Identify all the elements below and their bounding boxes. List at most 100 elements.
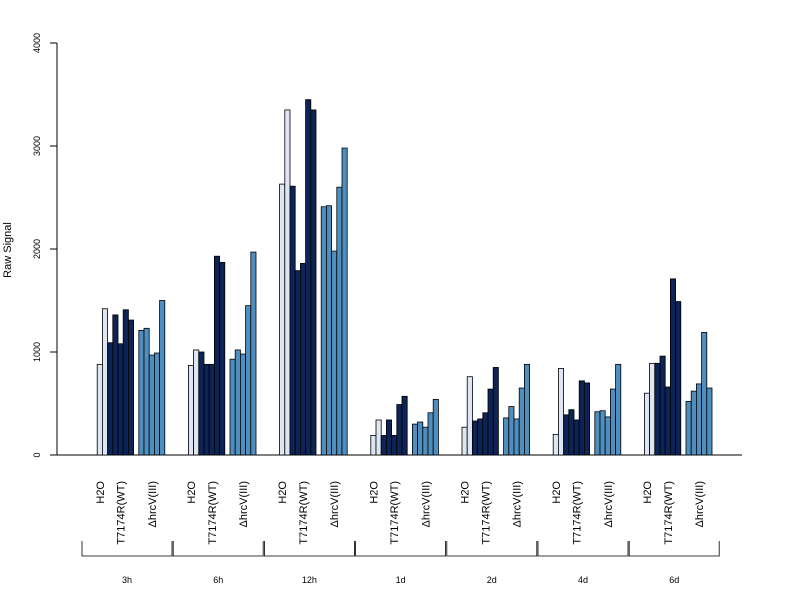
bar (690, 390, 697, 456)
bar (492, 367, 499, 456)
bar (198, 351, 205, 456)
bar (482, 412, 489, 456)
bar (112, 314, 119, 456)
bar (153, 352, 160, 456)
bar (518, 387, 525, 456)
bar (341, 147, 348, 456)
bar (143, 327, 150, 456)
condition-label: H2O (277, 481, 289, 504)
bar (615, 363, 622, 456)
time-group-bracket (537, 541, 629, 557)
bar (310, 109, 317, 456)
bar (250, 251, 257, 456)
condition-label: ΔhrcV(III) (329, 481, 341, 527)
bar (203, 363, 210, 456)
condition-label: T7174R(WT) (298, 481, 310, 545)
bar (193, 349, 200, 456)
bar (563, 414, 570, 456)
bar (701, 332, 708, 456)
time-group-bracket (355, 541, 446, 557)
time-group-label: 3h (122, 575, 132, 585)
bar (524, 363, 531, 456)
bar (573, 419, 580, 456)
y-tick-label: 1000 (32, 342, 42, 362)
bar (245, 305, 252, 456)
bar (552, 433, 559, 456)
bar (487, 388, 494, 456)
y-tick-label: 4000 (32, 33, 42, 53)
condition-label: ΔhrcV(III) (512, 481, 524, 527)
bar (508, 406, 515, 456)
bar (604, 416, 611, 456)
bar (513, 418, 520, 456)
bar (670, 278, 677, 456)
condition-label: H2O (368, 481, 380, 504)
bar (706, 387, 713, 456)
bar (558, 368, 565, 456)
bar (685, 401, 692, 456)
bar (96, 363, 103, 456)
time-group-label: 1d (396, 575, 406, 585)
bar (370, 435, 377, 456)
bar (696, 383, 703, 456)
condition-label: H2O (95, 481, 107, 504)
condition-label: ΔhrcV(III) (420, 481, 432, 527)
condition-label: T7174R(WT) (207, 481, 219, 545)
bar (578, 380, 585, 456)
bar (411, 423, 418, 456)
condition-label: T7174R(WT) (663, 481, 675, 545)
bar (664, 386, 671, 456)
y-tick-label: 2000 (32, 239, 42, 259)
bar (503, 417, 510, 456)
bar (320, 206, 327, 456)
bar (644, 392, 651, 456)
bar (466, 376, 473, 456)
bar (229, 358, 236, 456)
condition-label: H2O (186, 481, 198, 504)
bar (208, 363, 215, 456)
time-group-label: 4d (578, 575, 588, 585)
condition-label: T7174R(WT) (389, 481, 401, 545)
bar (584, 382, 591, 456)
time-group-label: 2d (487, 575, 497, 585)
bar (461, 426, 468, 456)
bar (336, 186, 343, 456)
y-axis-label: Raw Signal (2, 222, 14, 278)
time-group-bracket (446, 541, 538, 557)
bar (432, 398, 439, 456)
condition-label: H2O (642, 481, 654, 504)
bar (422, 426, 429, 456)
bar (594, 411, 601, 456)
bar (305, 99, 312, 456)
time-group-bracket (628, 541, 720, 557)
bar (401, 395, 408, 456)
bar (568, 409, 575, 456)
bar (239, 353, 246, 456)
bar (138, 329, 145, 456)
time-group-bracket (81, 541, 173, 557)
bar (234, 349, 241, 456)
condition-label: ΔhrcV(III) (147, 481, 159, 527)
time-group-bracket (264, 541, 355, 557)
time-group-label: 6d (669, 575, 679, 585)
condition-label: T7174R(WT) (572, 481, 584, 545)
bar (127, 319, 134, 456)
bar (610, 388, 617, 456)
bar (294, 270, 301, 456)
condition-label: ΔhrcV(III) (694, 481, 706, 527)
bar (325, 205, 332, 456)
bar (375, 419, 382, 456)
bar (299, 263, 306, 456)
y-tick-label: 3000 (32, 136, 42, 156)
bar (187, 364, 194, 456)
bars (96, 99, 713, 456)
bar (380, 435, 387, 456)
bar (159, 300, 166, 456)
bar (107, 342, 114, 456)
time-group-bracket (172, 541, 264, 557)
bar (654, 362, 661, 456)
bar (331, 250, 338, 456)
bar (122, 309, 129, 456)
bar (659, 355, 666, 456)
